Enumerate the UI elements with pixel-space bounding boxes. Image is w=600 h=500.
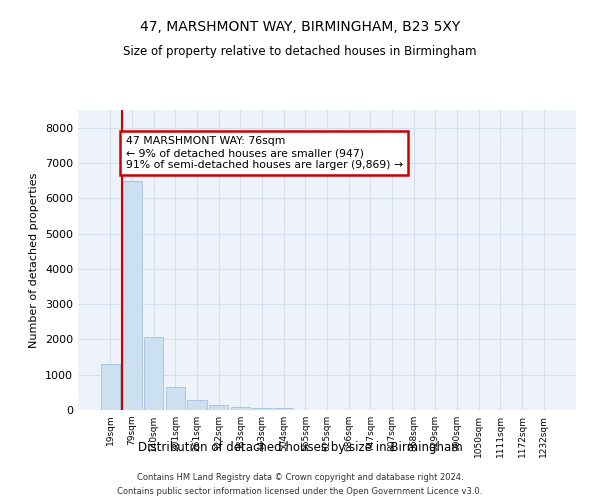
- Bar: [274, 408, 293, 410]
- Text: Contains HM Land Registry data © Crown copyright and database right 2024.: Contains HM Land Registry data © Crown c…: [137, 473, 463, 482]
- Bar: [252, 408, 272, 410]
- Bar: [230, 407, 250, 410]
- Bar: [209, 405, 229, 410]
- Text: Size of property relative to detached houses in Birmingham: Size of property relative to detached ho…: [123, 45, 477, 58]
- Bar: [144, 336, 163, 410]
- Y-axis label: Number of detached properties: Number of detached properties: [29, 172, 40, 348]
- Text: 47 MARSHMONT WAY: 76sqm
← 9% of detached houses are smaller (947)
91% of semi-de: 47 MARSHMONT WAY: 76sqm ← 9% of detached…: [125, 136, 403, 170]
- Bar: [187, 400, 207, 410]
- Bar: [122, 180, 142, 410]
- Text: Contains public sector information licensed under the Open Government Licence v3: Contains public sector information licen…: [118, 486, 482, 496]
- Text: Distribution of detached houses by size in Birmingham: Distribution of detached houses by size …: [137, 441, 463, 454]
- Bar: [166, 386, 185, 410]
- Text: 47, MARSHMONT WAY, BIRMINGHAM, B23 5XY: 47, MARSHMONT WAY, BIRMINGHAM, B23 5XY: [140, 20, 460, 34]
- Bar: [101, 364, 120, 410]
